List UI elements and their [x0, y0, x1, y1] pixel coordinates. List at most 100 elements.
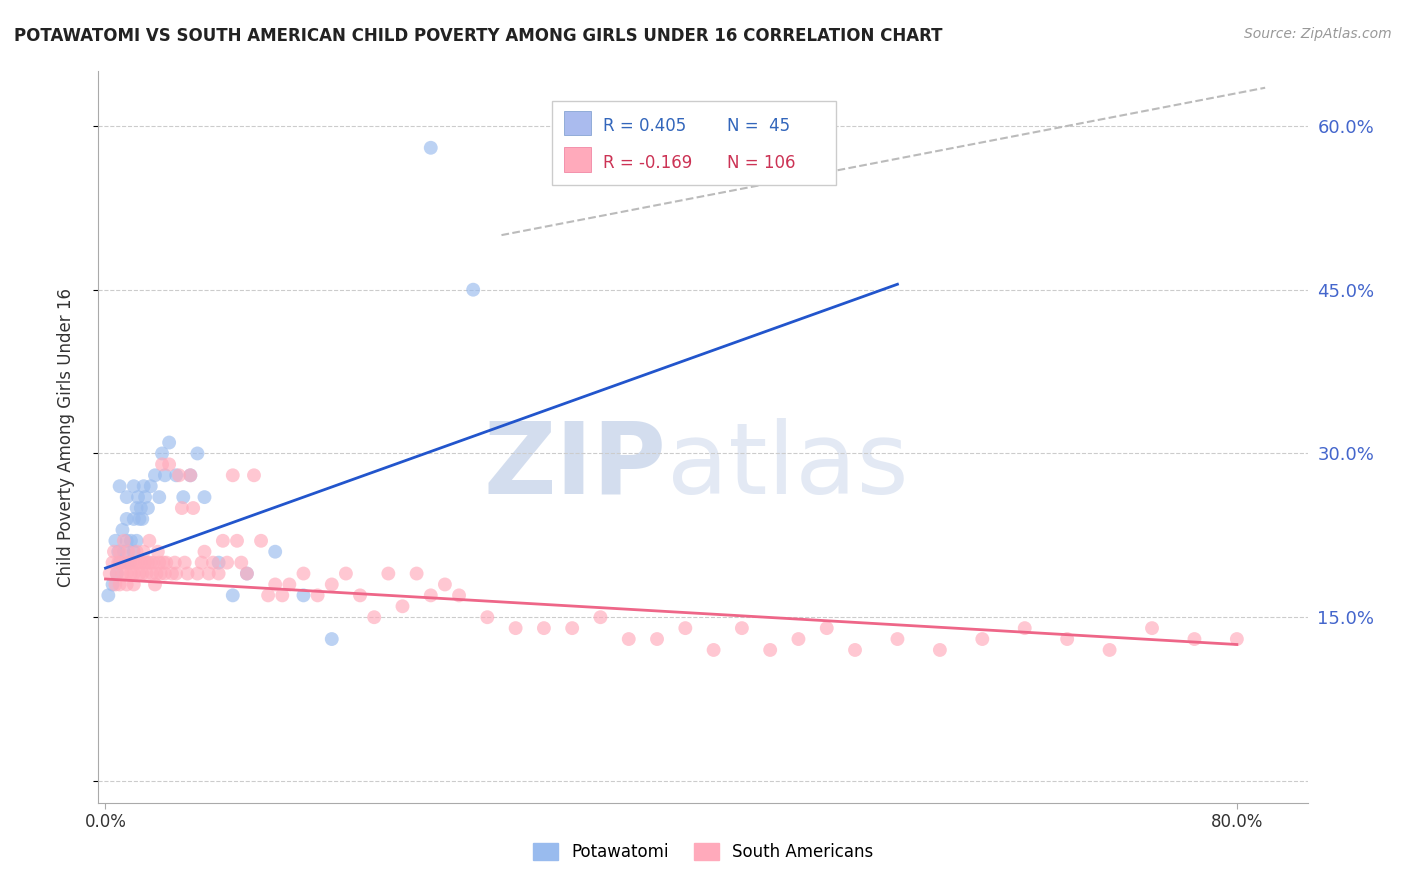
Point: [335, 566, 357, 581]
Point: [124, 556, 146, 570]
Point: [134, 490, 156, 504]
Point: [112, 545, 135, 559]
Point: [115, 533, 138, 548]
Point: [250, 533, 273, 548]
Point: [160, 566, 183, 581]
Point: [1098, 643, 1121, 657]
Point: [131, 566, 153, 581]
Point: [103, 545, 125, 559]
Point: [197, 566, 219, 581]
Point: [157, 435, 180, 450]
Point: [759, 643, 782, 657]
Point: [112, 533, 135, 548]
Point: [97, 588, 120, 602]
Point: [292, 588, 315, 602]
Point: [127, 490, 149, 504]
Point: [292, 566, 315, 581]
Point: [1014, 621, 1036, 635]
Point: [321, 632, 343, 646]
Point: [1226, 632, 1249, 646]
Point: [148, 490, 170, 504]
Point: [264, 545, 287, 559]
Bar: [564, 147, 591, 171]
Point: [105, 566, 128, 581]
Point: [150, 446, 173, 460]
Point: [150, 458, 173, 472]
Point: [108, 479, 131, 493]
Point: [731, 621, 754, 635]
Point: [243, 468, 266, 483]
Point: [131, 512, 153, 526]
Point: [278, 577, 301, 591]
Point: [115, 512, 138, 526]
Point: [222, 468, 245, 483]
Point: [1140, 621, 1163, 635]
Point: [114, 556, 136, 570]
Point: [122, 479, 145, 493]
Bar: [551, 101, 837, 185]
Point: [132, 479, 155, 493]
Point: [104, 577, 127, 591]
Point: [128, 566, 150, 581]
Point: [207, 566, 229, 581]
Point: [148, 556, 170, 570]
Point: [226, 533, 249, 548]
Point: [167, 468, 190, 483]
Legend: Potawatomi, South Americans: Potawatomi, South Americans: [526, 836, 880, 868]
Point: [107, 545, 129, 559]
Point: [377, 566, 399, 581]
Point: [433, 577, 456, 591]
Point: [190, 556, 212, 570]
Point: [115, 566, 138, 581]
Point: [1184, 632, 1206, 646]
Point: [139, 556, 162, 570]
Point: [141, 566, 163, 581]
Text: R = 0.405: R = 0.405: [603, 117, 686, 136]
Point: [212, 533, 235, 548]
Point: [165, 468, 187, 483]
Point: [101, 577, 124, 591]
Point: [120, 533, 142, 548]
Text: N =  45: N = 45: [727, 117, 790, 136]
Point: [138, 533, 160, 548]
Point: [121, 556, 143, 570]
Point: [120, 566, 142, 581]
Point: [645, 632, 668, 646]
Point: [125, 501, 148, 516]
Point: [110, 556, 132, 570]
Point: [363, 610, 385, 624]
Point: [145, 566, 167, 581]
Point: [108, 556, 131, 570]
Point: [132, 545, 155, 559]
Point: [129, 501, 152, 516]
Y-axis label: Child Poverty Among Girls Under 16: Child Poverty Among Girls Under 16: [56, 287, 75, 587]
Point: [104, 533, 127, 548]
Point: [561, 621, 583, 635]
Point: [349, 588, 371, 602]
Point: [447, 588, 470, 602]
Point: [193, 490, 215, 504]
Point: [419, 588, 441, 602]
Point: [231, 556, 253, 570]
Point: [153, 566, 176, 581]
Point: [107, 556, 129, 570]
Point: [236, 566, 259, 581]
Point: [589, 610, 612, 624]
Point: [815, 621, 838, 635]
Point: [307, 588, 329, 602]
Point: [236, 566, 259, 581]
Point: [222, 588, 245, 602]
Text: ZIP: ZIP: [484, 417, 666, 515]
Point: [181, 501, 204, 516]
Point: [153, 468, 176, 483]
Point: [463, 283, 485, 297]
Text: POTAWATOMI VS SOUTH AMERICAN CHILD POVERTY AMONG GIRLS UNDER 16 CORRELATION CHAR: POTAWATOMI VS SOUTH AMERICAN CHILD POVER…: [14, 27, 942, 45]
Point: [146, 545, 169, 559]
Point: [115, 577, 138, 591]
Point: [264, 577, 287, 591]
Point: [142, 556, 165, 570]
Point: [139, 479, 162, 493]
Point: [321, 577, 343, 591]
Point: [122, 545, 145, 559]
Point: [125, 545, 148, 559]
